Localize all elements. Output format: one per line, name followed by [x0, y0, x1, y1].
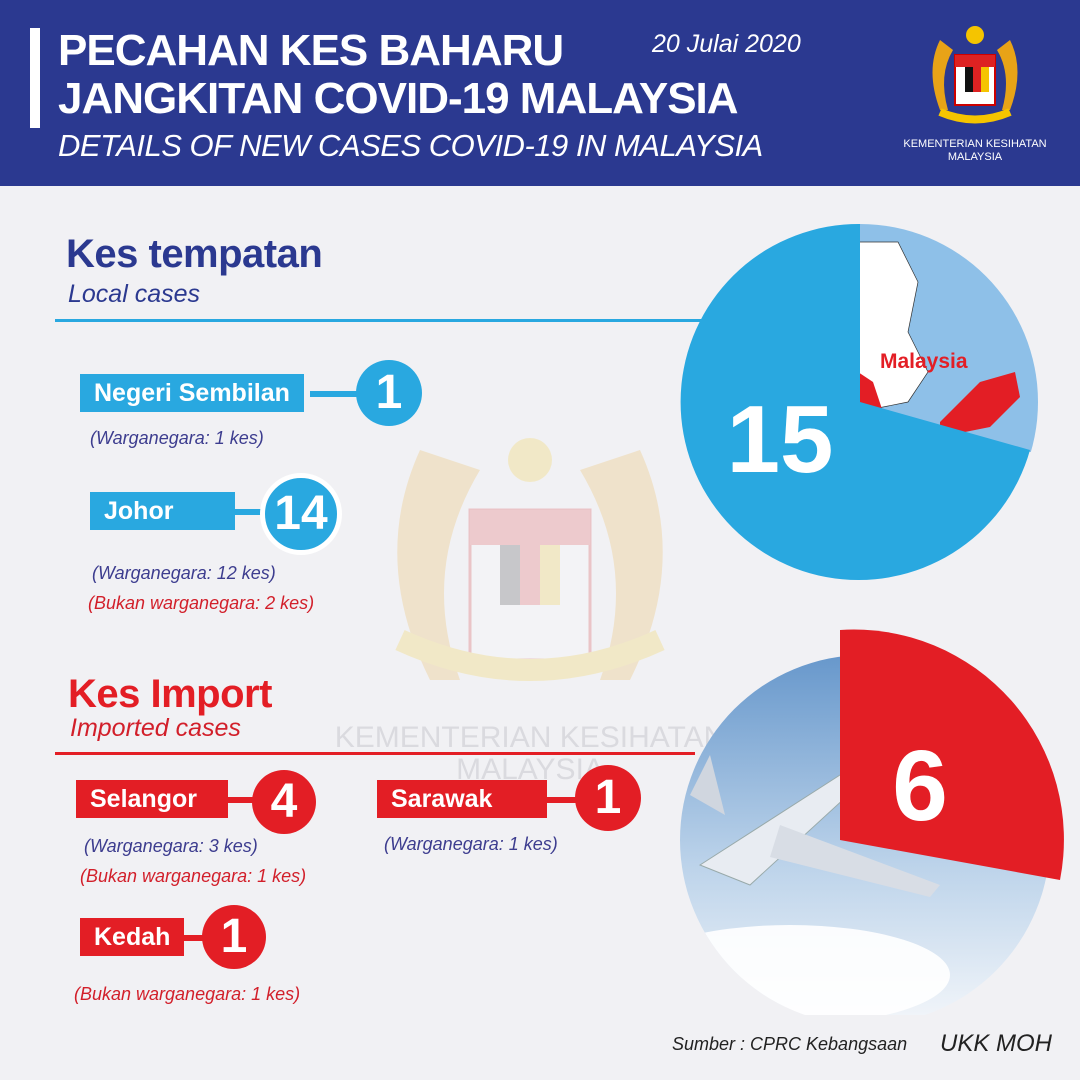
header-banner: [0, 0, 1080, 186]
ministry-line-1: KEMENTERIAN KESIHATAN: [903, 138, 1047, 150]
ministry-name: KEMENTERIAN KESIHATAN MALAYSIA: [880, 138, 1070, 164]
local-pie-slice: [680, 223, 1030, 580]
title-line-1: PECAHAN KES BAHARU: [58, 26, 564, 75]
local-total: 15: [727, 386, 834, 493]
local-divider: [55, 319, 715, 322]
import-title: Kes Import: [68, 672, 272, 716]
import-total: 6: [892, 730, 948, 842]
note-citizen: (Warganegara: 3 kes): [84, 836, 258, 856]
connector: [180, 935, 210, 941]
state-count-kedah: 1: [202, 905, 266, 969]
source-text: Sumber : CPRC Kebangsaan: [672, 1034, 908, 1054]
note-citizen: (Warganegara: 1 kes): [384, 834, 558, 854]
import-pie-slice: [840, 629, 1064, 880]
local-title: Kes tempatan: [66, 232, 323, 276]
note-citizen: (Warganegara: 1 kes): [90, 428, 264, 448]
state-label-kedah: Kedah: [80, 918, 184, 956]
connector: [310, 391, 370, 397]
header-accent-bar: [30, 28, 40, 128]
import-divider: [55, 752, 695, 755]
date: 20 Julai 2020: [652, 30, 801, 58]
state-label-selangor: Selangor: [76, 780, 228, 818]
connector: [545, 797, 585, 803]
state-count-johor: 14: [260, 473, 342, 555]
watermark-line-1: KEMENTERIAN KESIHATAN: [334, 721, 726, 754]
state-count-selangor: 4: [252, 770, 316, 834]
local-subtitle: Local cases: [68, 280, 201, 308]
import-cases-pie: 6: [680, 629, 1064, 1015]
state-label-johor: Johor: [90, 492, 235, 530]
note-citizen: (Warganegara: 12 kes): [92, 563, 276, 583]
credit-text: UKK MOH: [940, 1030, 1053, 1057]
map-label: Malaysia: [880, 350, 968, 373]
connector: [230, 509, 280, 515]
state-label-negeri-sembilan: Negeri Sembilan: [80, 374, 304, 412]
coat-of-arms-logo: [932, 26, 1018, 124]
note-non-citizen: (Bukan warganegara: 2 kes): [88, 593, 315, 613]
state-count-negeri-sembilan: 1: [356, 360, 422, 426]
note-non-citizen: (Bukan warganegara: 1 kes): [74, 984, 301, 1004]
title-line-2: JANGKITAN COVID-19 MALAYSIA: [58, 74, 739, 123]
note-non-citizen: (Bukan warganegara: 1 kes): [80, 866, 307, 886]
local-cases-pie: Malaysia 15: [680, 223, 1038, 580]
import-subtitle: Imported cases: [70, 714, 241, 742]
subtitle: DETAILS OF NEW CASES COVID-19 IN MALAYSI…: [58, 128, 763, 163]
state-count-sarawak: 1: [575, 765, 641, 831]
ministry-line-2: MALAYSIA: [947, 151, 1003, 163]
connector: [225, 797, 265, 803]
watermark-crest-icon: [395, 438, 665, 681]
state-label-sarawak: Sarawak: [377, 780, 547, 818]
